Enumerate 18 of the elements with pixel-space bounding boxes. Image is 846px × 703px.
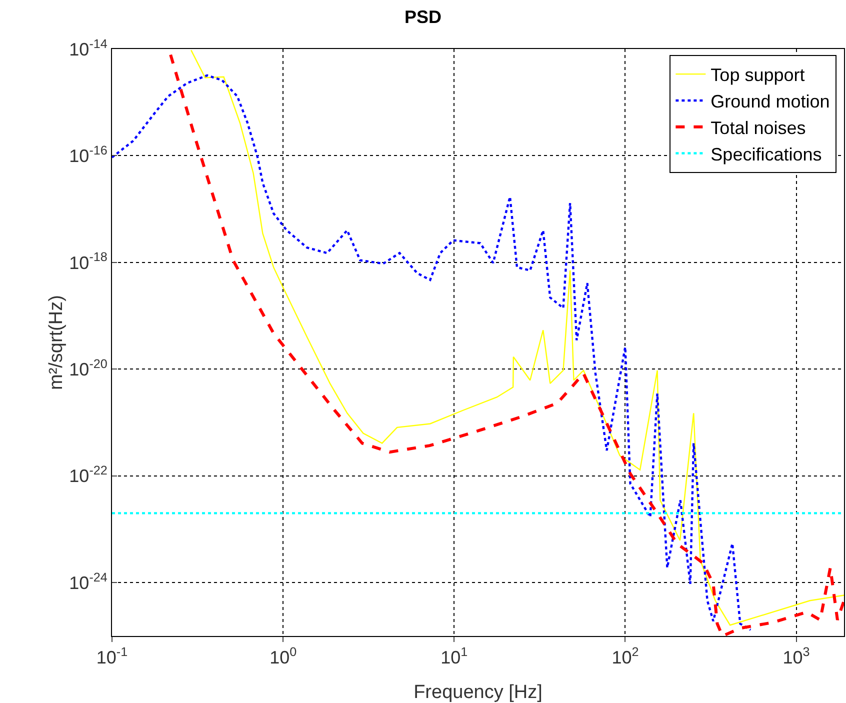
x-tick-label: 10$^{-1}$	[96, 645, 128, 668]
y-tick-label: 10$^{-16}$	[69, 143, 108, 166]
y-tick-label: 10$^{-18}$	[69, 250, 108, 273]
y-tick-label: 10$^{-14}$	[69, 36, 108, 60]
legend-label: Top support	[710, 65, 805, 86]
y-tick-label: 10$^{-22}$	[69, 464, 108, 486]
y-axis-title: m²/sqrt(Hz)	[46, 295, 68, 390]
x-axis-title: Frequency [Hz]	[414, 682, 542, 703]
legend-label: Ground motion	[710, 91, 830, 112]
y-tick-label: 10$^{-24}$	[69, 570, 108, 593]
legend-label: Total noises	[710, 118, 806, 138]
chart-title: PSD	[404, 7, 442, 28]
x-tick-label: 10$^{0}$	[270, 645, 297, 668]
y-tick-label: 10$^{-20}$	[69, 356, 108, 380]
legend-label: Specifications	[710, 144, 822, 164]
x-tick-label: 10$^{1}$	[440, 645, 468, 668]
x-tick-label: 10$^{2}$	[612, 645, 639, 668]
x-tick-label: 10$^{3}$	[782, 645, 810, 668]
